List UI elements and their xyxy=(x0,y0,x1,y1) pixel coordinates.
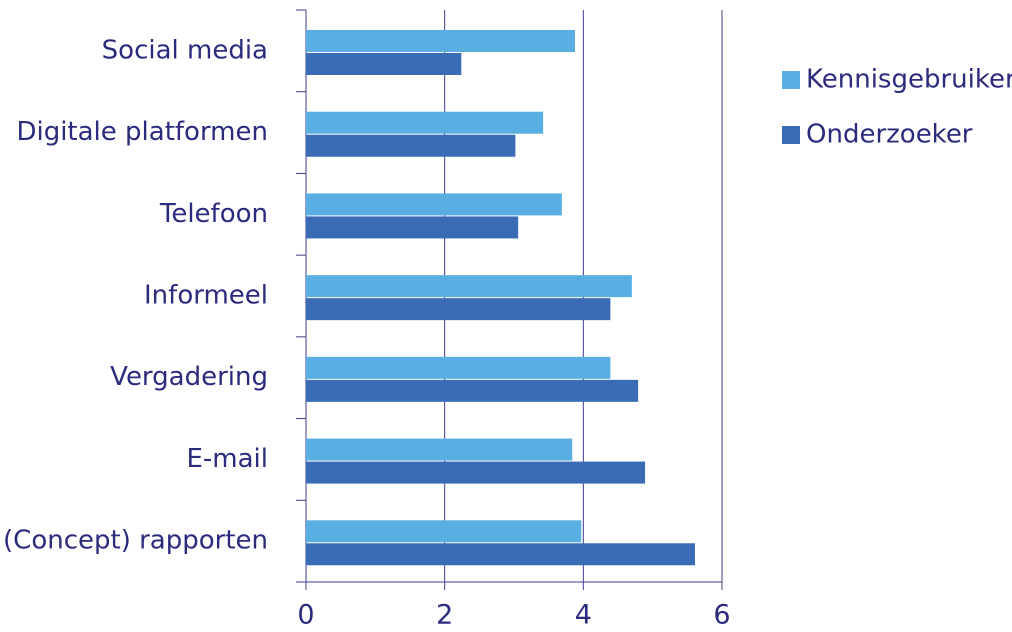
category-label: Informeel xyxy=(144,281,268,311)
bar xyxy=(306,193,562,216)
x-tick-label: 2 xyxy=(436,600,453,631)
bar xyxy=(306,30,576,52)
bar xyxy=(306,543,695,566)
legend-swatch xyxy=(782,71,800,89)
category-label: (Concept) rapporten xyxy=(3,526,268,556)
legend-swatch xyxy=(782,126,800,144)
category-label: Vergadering xyxy=(110,362,268,392)
legend-label: Onderzoeker xyxy=(806,120,973,150)
category-label: Digitale platformen xyxy=(16,117,268,147)
bar xyxy=(306,275,632,298)
x-tick-label: 6 xyxy=(713,600,730,631)
bar xyxy=(306,438,573,461)
category-label: Telefoon xyxy=(159,199,268,229)
bar xyxy=(306,298,611,321)
legend-label: Kennisgebruiker xyxy=(806,65,1012,95)
bar xyxy=(306,216,519,239)
category-label: E-mail xyxy=(186,444,268,474)
bar xyxy=(306,520,582,543)
x-tick-label: 0 xyxy=(297,600,314,631)
bar xyxy=(306,111,544,134)
category-label: Social media xyxy=(102,35,268,65)
bar xyxy=(306,379,639,402)
bar xyxy=(306,53,462,75)
bar xyxy=(306,356,611,379)
bar xyxy=(306,134,516,157)
x-tick-label: 4 xyxy=(575,600,592,631)
bar xyxy=(306,461,646,484)
